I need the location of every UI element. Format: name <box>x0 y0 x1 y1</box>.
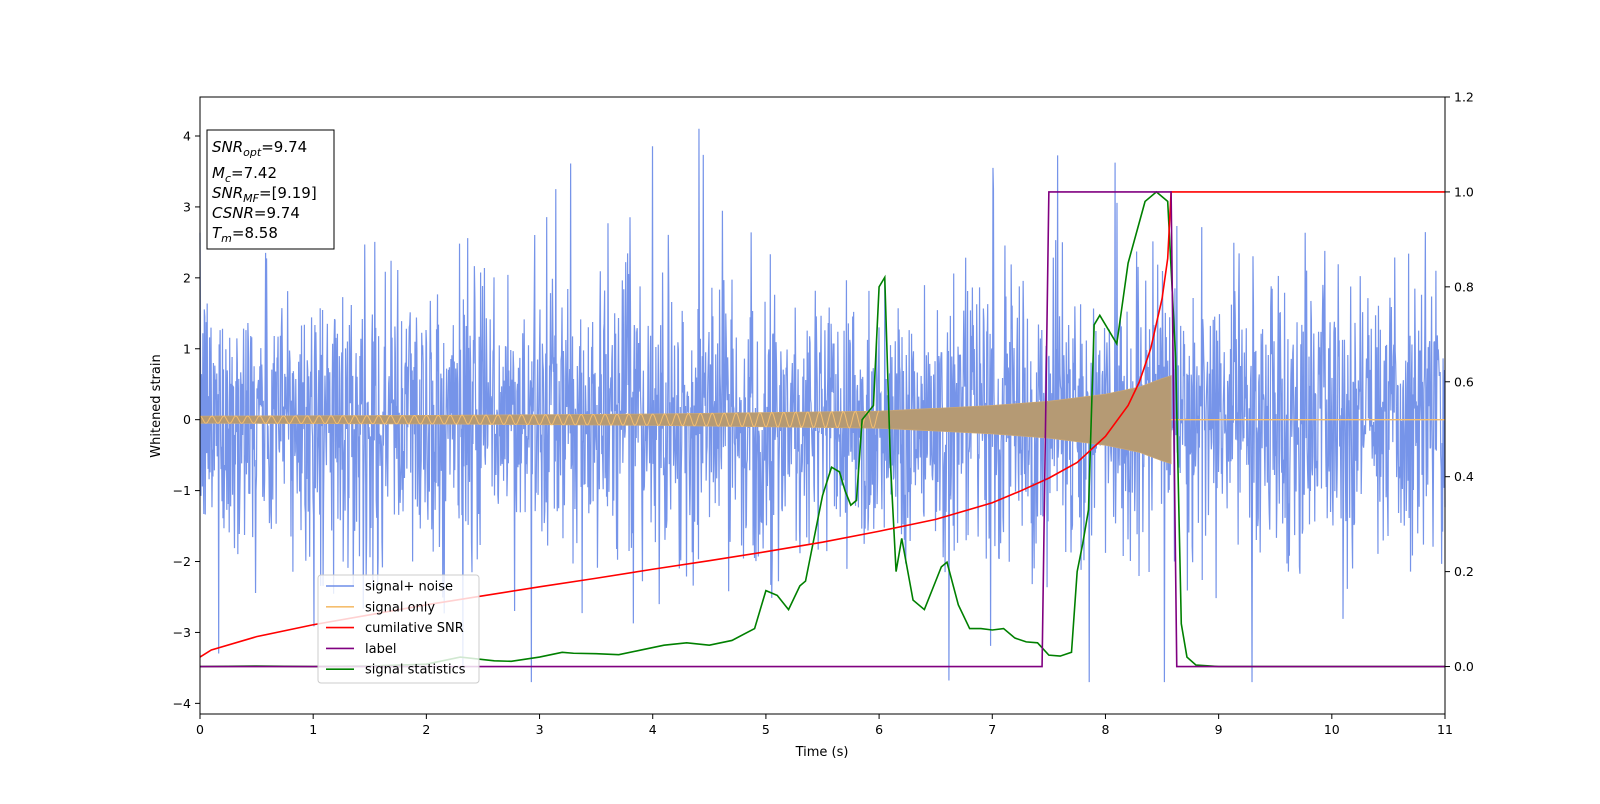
y-left-tick-label: 4 <box>183 129 191 144</box>
info-symbol: CSNR <box>212 204 254 222</box>
info-box-frame <box>206 129 335 250</box>
x-tick-label: 11 <box>1437 722 1453 737</box>
x-tick-label: 6 <box>875 722 883 737</box>
info-subscript: c <box>225 172 231 185</box>
info-value: =9.74 <box>254 204 300 222</box>
label-line <box>200 191 1445 668</box>
legend-label: cumilative SNR <box>365 621 464 636</box>
y-right-tick-label: 0.8 <box>1454 279 1474 294</box>
y-left-tick-label: 1 <box>183 341 191 356</box>
right-y-axis: 0.0 0.2 0.4 0.6 0.8 1.0 1.2 <box>1445 90 1474 674</box>
legend-label: signal+ noise <box>365 580 453 595</box>
legend-label: signal statistics <box>365 663 466 678</box>
x-tick-label: 10 <box>1324 722 1340 737</box>
info-symbol: T <box>212 224 223 242</box>
legend-label: signal only <box>365 600 435 615</box>
info-value: =7.42 <box>231 164 277 182</box>
info-line: Tm=8.58 <box>212 224 278 245</box>
y-left-tick-label: 3 <box>183 199 191 214</box>
y-right-tick-label: 1.0 <box>1454 184 1474 199</box>
legend-frame <box>317 574 480 684</box>
x-tick-label: 3 <box>536 722 544 737</box>
info-value: =9.74 <box>261 138 307 156</box>
signal-noise-series <box>199 128 1446 683</box>
info-value: =[9.19] <box>259 184 317 202</box>
legend-label: label <box>365 642 396 657</box>
info-subscript: m <box>221 232 232 245</box>
info-line: CSNR=9.74 <box>212 204 300 222</box>
y-left-tick-label: −1 <box>173 483 191 498</box>
info-symbol: SNR <box>212 184 243 202</box>
y-left-tick-label: −4 <box>173 696 191 711</box>
info-box: SNRopt=9.74Mc=7.42SNRMF=[9.19]CSNR=9.74T… <box>206 129 335 250</box>
x-tick-label: 1 <box>309 722 317 737</box>
y-right-tick-label: 1.2 <box>1454 90 1474 105</box>
y-right-tick-label: 0.4 <box>1454 469 1474 484</box>
x-axis: 0 1 2 3 4 5 6 7 8 9 10 11 <box>196 714 1453 737</box>
noise-trace <box>199 128 1446 683</box>
info-subscript: MF <box>243 192 259 205</box>
x-tick-label: 0 <box>196 722 204 737</box>
signal-oscillation <box>199 410 880 429</box>
y-left-tick-label: 0 <box>183 412 191 427</box>
x-tick-label: 4 <box>649 722 657 737</box>
info-line: SNRMF=[9.19] <box>212 184 317 205</box>
y-left-tick-label: −3 <box>173 625 191 640</box>
info-symbol: SNR <box>212 138 243 156</box>
y-left-tick-label: 2 <box>183 270 191 285</box>
info-subscript: opt <box>243 146 262 159</box>
x-tick-label: 8 <box>1101 722 1109 737</box>
x-axis-label: Time (s) <box>795 745 849 760</box>
x-tick-label: 2 <box>422 722 430 737</box>
y-right-tick-label: 0.6 <box>1454 374 1474 389</box>
y-right-tick-label: 0.2 <box>1454 564 1474 579</box>
info-line: SNRopt=9.74 <box>212 138 307 159</box>
info-symbol: M <box>212 164 225 182</box>
legend: signal+ noise signal only cumilative SNR la… <box>317 574 480 684</box>
y-right-tick-label: 0.0 <box>1454 659 1474 674</box>
x-tick-label: 7 <box>988 722 996 737</box>
y-left-tick-label: −2 <box>173 554 191 569</box>
signal-only-series <box>199 375 1445 465</box>
y-axis-label: Whitened strain <box>149 354 164 457</box>
signal-statistics-line <box>199 190 1445 668</box>
x-tick-label: 5 <box>762 722 770 737</box>
x-tick-label: 9 <box>1215 722 1223 737</box>
info-value: =8.58 <box>232 224 278 242</box>
plot-frame <box>199 96 1446 715</box>
info-line: Mc=7.42 <box>212 164 277 185</box>
left-y-axis: −4 −3 −2 −1 0 1 2 3 4 <box>173 129 200 711</box>
